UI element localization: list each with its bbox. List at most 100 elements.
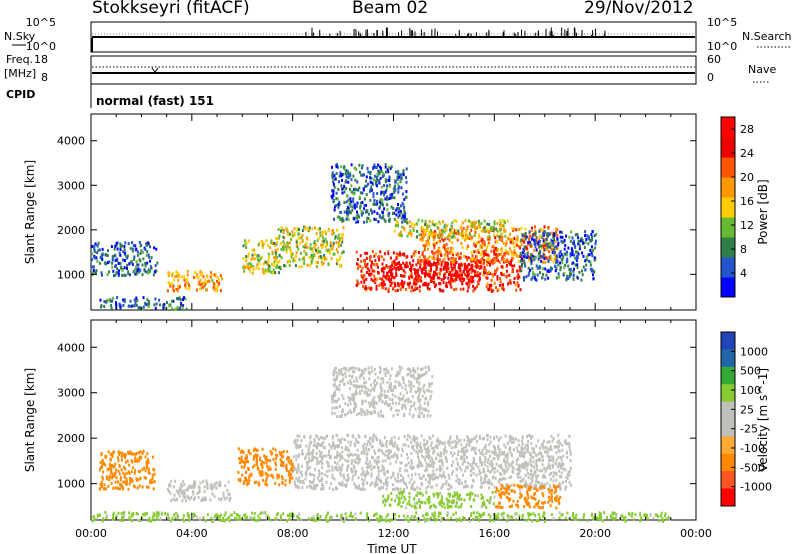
velocity-cell [245, 458, 248, 462]
power-cell [441, 233, 444, 237]
velocity-cell [294, 483, 296, 487]
power-cell [403, 197, 406, 201]
velocity-cell [358, 376, 361, 380]
velocity-cell [396, 444, 399, 448]
velocity-cell [376, 456, 379, 460]
power-cell [339, 255, 342, 259]
power-cell [565, 253, 568, 257]
power-cell [400, 282, 403, 286]
power-cell [493, 220, 496, 224]
power-cell [386, 168, 389, 171]
velocity-cell [379, 442, 381, 446]
power-cell [317, 246, 320, 250]
velocity-cell [536, 468, 539, 471]
power-cell [389, 184, 392, 188]
velocity-cell [376, 476, 378, 479]
velocity-cell [369, 436, 371, 440]
velocity-cell [558, 449, 561, 453]
power-cell [488, 223, 491, 226]
power-cell [455, 278, 458, 282]
power-cell [347, 198, 350, 202]
power-cell [467, 285, 470, 289]
velocity-cell [168, 489, 170, 493]
power-cell [587, 253, 590, 257]
power-cell [537, 242, 540, 246]
power-cell [542, 272, 545, 276]
power-cell [578, 244, 581, 248]
power-cell [358, 195, 361, 199]
velocity-cell [479, 451, 482, 455]
velocity-cell [352, 435, 355, 439]
power-cell [346, 212, 349, 216]
power-cell [492, 274, 495, 278]
velocity-cell [555, 445, 558, 449]
velocity-cell [343, 483, 346, 487]
power-cell [500, 249, 503, 253]
velocity-cell [560, 455, 563, 459]
velocity-cell [223, 497, 226, 501]
velocity-cell [427, 409, 430, 413]
power-cell [309, 247, 312, 251]
velocity-cell [389, 462, 392, 466]
velocity-cell [536, 464, 538, 468]
power-cell [310, 247, 313, 251]
velocity-cell [544, 475, 547, 479]
power-cell [270, 270, 273, 274]
power-cell [516, 244, 519, 247]
velocity-cell [459, 438, 462, 442]
velocity-cell [348, 367, 351, 371]
velocity-cell [564, 468, 567, 472]
velocity-cell [193, 485, 196, 489]
power-cell [443, 253, 446, 257]
velocity-cell [331, 473, 334, 477]
power-cell [483, 226, 486, 230]
velocity-cell [506, 452, 509, 456]
velocity-cell [331, 465, 334, 469]
power-cell [154, 264, 157, 268]
power-cell [591, 230, 594, 234]
power-cell [171, 299, 174, 303]
power-cell [107, 249, 109, 253]
velocity-cell [345, 368, 348, 371]
velocity-cell [531, 464, 534, 468]
power-cell [131, 304, 134, 308]
power-cell [393, 266, 396, 270]
power-cell [457, 254, 460, 258]
power-cell [343, 190, 346, 194]
power-cell [300, 265, 303, 269]
power-cell [511, 252, 513, 256]
velocity-cell [310, 459, 313, 463]
velocity-cell [398, 372, 401, 376]
velocity-cell [432, 447, 435, 451]
velocity-cell [316, 483, 319, 487]
velocity-cell [423, 438, 426, 442]
velocity-cell [378, 448, 380, 452]
power-cell [445, 243, 448, 246]
power-cell [434, 230, 437, 234]
power-cell [591, 236, 593, 239]
velocity-cell [503, 443, 506, 447]
velocity-cell [354, 470, 357, 474]
velocity-cell [308, 452, 311, 456]
power-cell [493, 233, 495, 237]
velocity-cell [530, 463, 532, 467]
power-cell [389, 196, 392, 200]
velocity-cell [417, 465, 419, 469]
power-cell [520, 243, 523, 247]
power-cell [338, 257, 341, 261]
power-cell [316, 239, 319, 243]
power-cell [529, 234, 532, 238]
power-cell [325, 232, 327, 236]
power-cell [542, 250, 545, 254]
power-cell [126, 254, 129, 258]
power-cell [347, 180, 350, 184]
velocity-cell [395, 486, 398, 490]
power-cell [331, 247, 334, 251]
velocity-cell [143, 466, 146, 470]
velocity-cell [128, 451, 131, 455]
power-cell [338, 200, 341, 204]
velocity-cell [365, 456, 368, 460]
power-cell [345, 194, 348, 198]
power-cell [477, 219, 480, 223]
power-cell [487, 261, 490, 265]
